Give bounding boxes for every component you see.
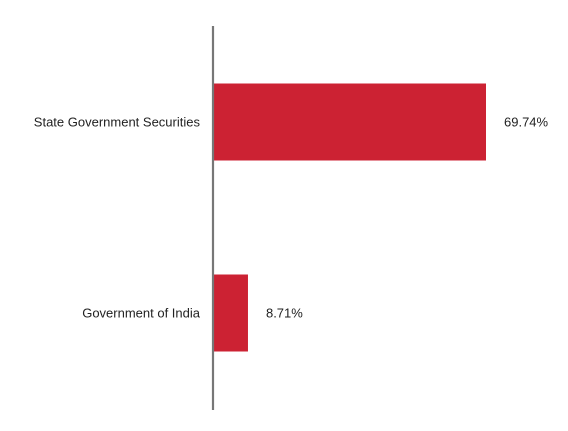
value-label-1: 8.71% bbox=[266, 306, 303, 321]
value-label-0: 69.74% bbox=[504, 115, 549, 130]
category-label-0: State Government Securities bbox=[34, 115, 201, 130]
bars-group bbox=[214, 83, 486, 352]
bar-0 bbox=[214, 83, 486, 161]
category-label-1: Government of India bbox=[82, 306, 201, 321]
bar-1 bbox=[214, 274, 248, 352]
labels-group: State Government Securities 69.74% Governm… bbox=[34, 115, 549, 321]
